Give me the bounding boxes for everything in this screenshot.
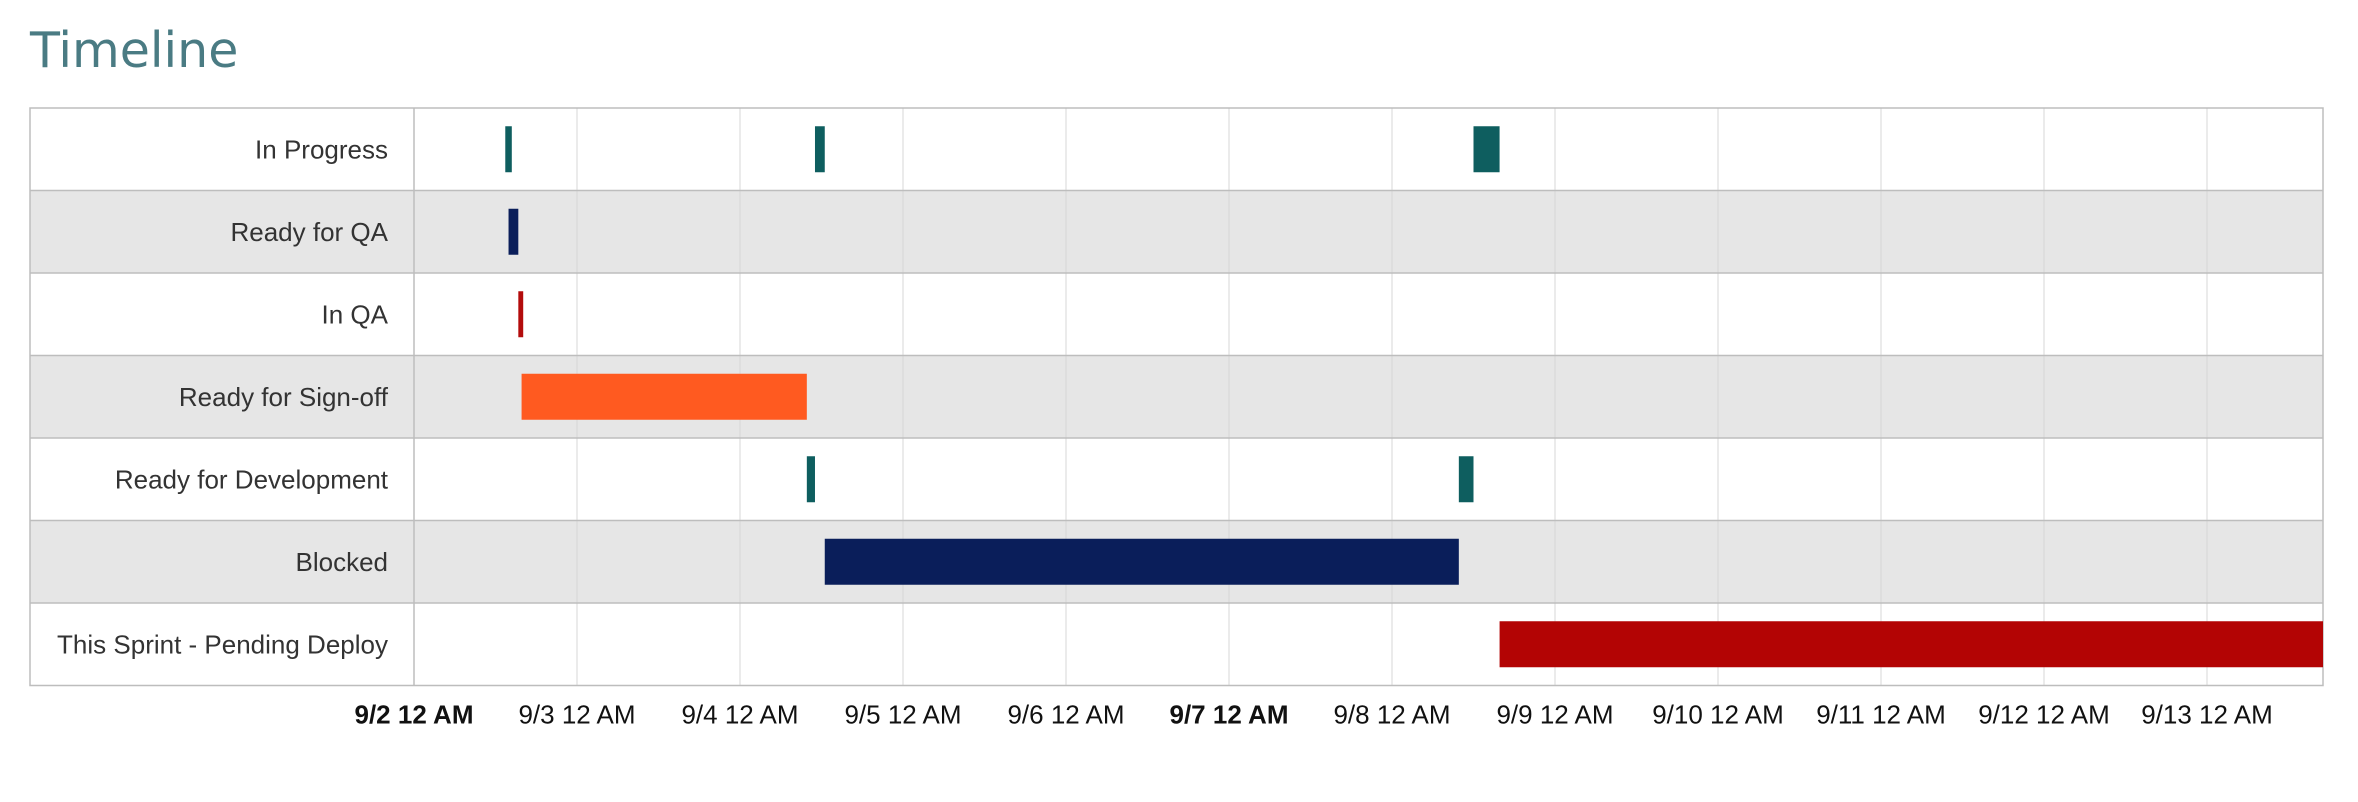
x-tick-label: 9/11 12 AM [1816, 700, 1946, 730]
timeline-bar[interactable] [814, 126, 825, 173]
timeline-bar[interactable] [806, 456, 815, 503]
row-background [30, 438, 2323, 521]
timeline-bar[interactable] [505, 126, 512, 173]
row-label: Ready for Sign-off [179, 382, 389, 412]
x-tick-label: 9/5 12 AM [844, 700, 961, 730]
row-label: In Progress [255, 134, 388, 164]
x-tick-label: 9/6 12 AM [1007, 700, 1124, 730]
row-background [30, 273, 2323, 356]
timeline-bar[interactable] [518, 291, 524, 338]
x-tick-label: 9/7 12 AM [1170, 700, 1289, 730]
timeline-bar[interactable] [824, 538, 1459, 585]
timeline-bar[interactable] [508, 208, 519, 255]
timeline-bar[interactable] [1499, 621, 2323, 668]
x-tick-label: 9/8 12 AM [1333, 700, 1450, 730]
x-tick-label: 9/13 12 AM [2141, 700, 2273, 730]
row-background [30, 355, 2323, 438]
x-tick-label: 9/2 12 AM [355, 700, 474, 730]
row-label: Blocked [296, 547, 389, 577]
x-tick-label: 9/9 12 AM [1496, 700, 1613, 730]
row-label: This Sprint - Pending Deploy [57, 629, 388, 659]
x-tick-label: 9/4 12 AM [681, 700, 798, 730]
page-title: Timeline [30, 22, 239, 79]
row-background [30, 190, 2323, 273]
timeline-bar[interactable] [1473, 126, 1500, 173]
x-tick-label: 9/3 12 AM [518, 700, 635, 730]
chart-border [29, 107, 2324, 687]
row-label: In QA [322, 299, 389, 329]
row-label: Ready for QA [230, 217, 388, 247]
timeline-bar[interactable] [1458, 456, 1474, 503]
row-background [30, 108, 2323, 191]
x-tick-label: 9/12 12 AM [1978, 700, 2110, 730]
timeline-bar[interactable] [521, 373, 807, 420]
x-tick-label: 9/10 12 AM [1652, 700, 1784, 730]
row-label: Ready for Development [115, 464, 389, 494]
